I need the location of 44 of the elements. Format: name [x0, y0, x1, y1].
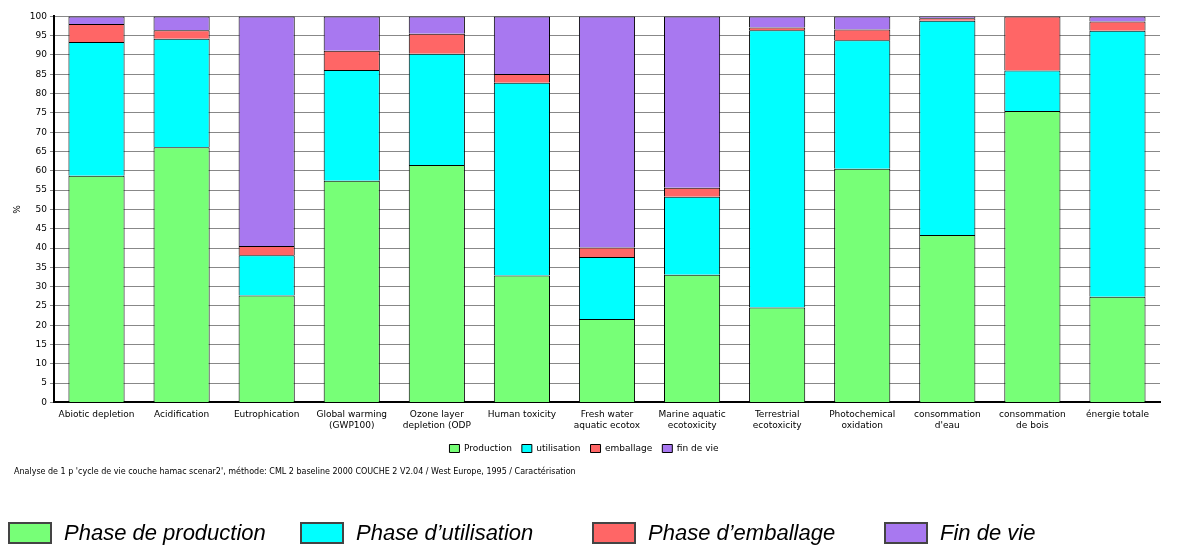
text: Phase de production: [64, 520, 266, 546]
x-tick-label: Ozone layer depletion (ODP: [402, 409, 472, 430]
x-tick-label: Acidification: [154, 409, 210, 420]
x-tick-label: Marine aquatic ecotoxicity: [658, 409, 726, 430]
x-tick-label: Eutrophication: [233, 409, 300, 420]
y-tick-label: 80: [35, 87, 48, 98]
text: Fin de vie: [940, 520, 1036, 546]
x-tick-label: consommation d'eau: [913, 409, 981, 430]
text: Phase d’emballage: [648, 520, 836, 546]
y-tick-label: 60: [35, 165, 48, 176]
y-tick-label: 70: [35, 126, 48, 137]
y-tick-label: 55: [35, 184, 47, 195]
y-tick-label: 95: [35, 30, 47, 41]
y-tick-label: 85: [35, 68, 47, 79]
y-tick-label: 20: [35, 319, 48, 330]
text: Phase d’utilisation: [356, 520, 534, 546]
legend-label: emballage: [605, 442, 653, 453]
y-tick-label: 30: [35, 280, 48, 291]
y-tick-label: 75: [35, 107, 47, 118]
legend-label: Production: [463, 442, 512, 453]
x-tick-label: consommation de bois: [999, 409, 1066, 430]
x-tick-label: Abiotic depletion: [58, 409, 135, 420]
y-tick-label: 35: [35, 261, 47, 272]
y-tick-label: 15: [35, 338, 47, 349]
y-tick-label: 40: [35, 242, 48, 253]
x-tick-label: Photochemical oxidation: [829, 409, 896, 430]
x-tick-label: Human toxicity: [487, 409, 557, 420]
y-tick-label: 50: [35, 203, 48, 214]
y-tick-label: 100: [29, 10, 48, 21]
y-tick-label: 25: [35, 300, 47, 311]
y-tick-label: 10: [35, 358, 48, 369]
x-tick-label: Terrestrial ecotoxicity: [752, 409, 803, 430]
y-tick-label: 65: [35, 145, 47, 156]
y-tick-label: 5: [41, 377, 47, 388]
legend-label: utilisation: [536, 442, 581, 453]
x-tick-label: Global warming (GWP100): [316, 409, 388, 430]
y-tick-label: 90: [35, 49, 48, 60]
y-tick-label: 0: [41, 396, 48, 407]
y-tick-label: 45: [35, 223, 47, 234]
y-axis-title: %: [11, 204, 22, 214]
x-tick-label: énergie totale: [1085, 409, 1150, 420]
x-tick-label: Fresh water aquatic ecotox: [573, 409, 641, 430]
text: Analyse de 1 p 'cycle de vie couche hamac scenar2', méthode: CML 2 baseline 2000 COUCHE 2 V2.04 / West Europe, 1995 / Caractérisation: [14, 467, 577, 476]
legend-label: fin de vie: [676, 442, 719, 453]
